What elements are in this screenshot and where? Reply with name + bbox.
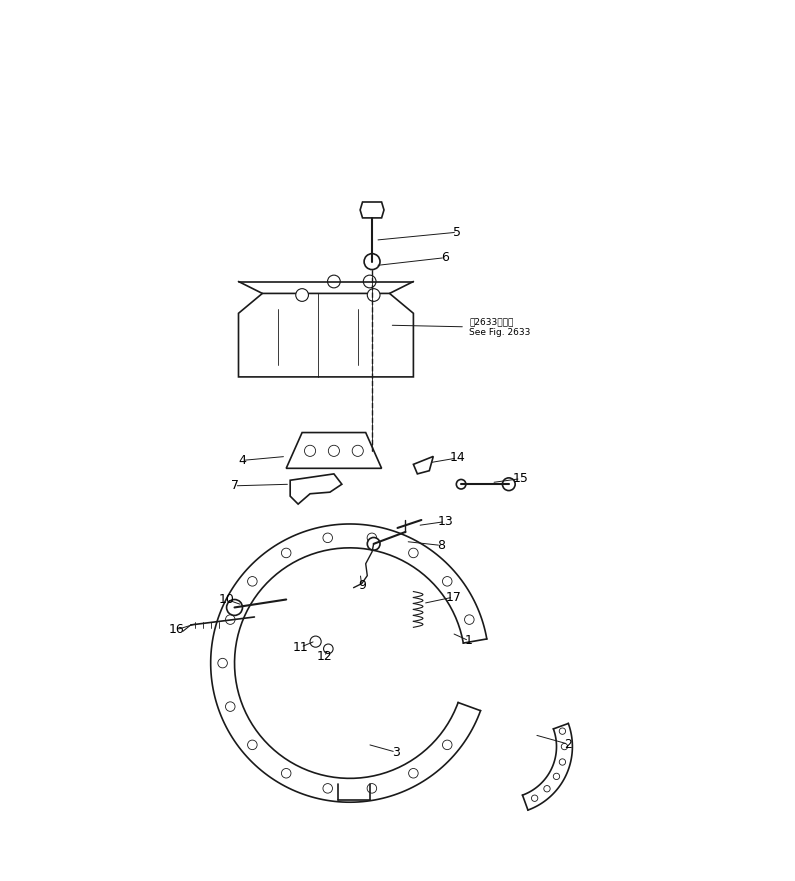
Circle shape [553, 774, 560, 780]
Circle shape [364, 254, 380, 270]
Text: 6: 6 [441, 251, 449, 264]
Polygon shape [286, 433, 382, 469]
Circle shape [559, 759, 565, 766]
Text: 8: 8 [437, 539, 445, 552]
Circle shape [409, 768, 418, 778]
Circle shape [304, 445, 316, 456]
Circle shape [296, 289, 308, 301]
Circle shape [409, 548, 418, 558]
Text: 2: 2 [564, 737, 572, 751]
Polygon shape [413, 456, 433, 474]
Circle shape [561, 744, 568, 750]
Text: 7: 7 [231, 479, 238, 492]
Circle shape [247, 576, 257, 586]
Polygon shape [290, 474, 342, 504]
Text: 16: 16 [169, 623, 184, 636]
Circle shape [502, 478, 515, 491]
Text: 9: 9 [358, 579, 366, 592]
Polygon shape [360, 202, 384, 218]
Circle shape [218, 658, 227, 668]
Text: 14: 14 [449, 451, 465, 464]
Circle shape [247, 740, 257, 750]
Circle shape [281, 768, 291, 778]
Circle shape [532, 795, 538, 802]
Circle shape [367, 783, 377, 793]
Text: 15: 15 [513, 472, 529, 485]
Circle shape [281, 548, 291, 558]
Text: 10: 10 [219, 593, 235, 606]
Text: 13: 13 [437, 515, 453, 528]
Circle shape [227, 599, 242, 616]
Text: 5: 5 [453, 226, 461, 239]
Circle shape [328, 445, 339, 456]
Circle shape [323, 783, 332, 793]
Circle shape [559, 728, 565, 735]
Circle shape [456, 479, 466, 489]
Text: 17: 17 [445, 590, 461, 603]
Circle shape [544, 786, 550, 792]
Circle shape [443, 576, 452, 586]
Circle shape [367, 289, 380, 301]
Circle shape [464, 615, 474, 625]
Polygon shape [238, 293, 413, 377]
Text: 第2633图参照
See Fig. 2633: 第2633图参照 See Fig. 2633 [469, 317, 530, 337]
Text: 12: 12 [316, 650, 332, 663]
Circle shape [323, 533, 332, 543]
Text: 4: 4 [238, 454, 246, 467]
Text: 11: 11 [293, 640, 308, 654]
Text: 1: 1 [465, 634, 473, 648]
Circle shape [324, 644, 333, 654]
Circle shape [310, 636, 321, 648]
Circle shape [443, 740, 452, 750]
Circle shape [226, 615, 235, 625]
Circle shape [367, 533, 377, 543]
Circle shape [367, 537, 380, 551]
Circle shape [226, 702, 235, 711]
Circle shape [328, 275, 340, 288]
Text: 3: 3 [392, 745, 400, 759]
Circle shape [363, 275, 376, 288]
Circle shape [352, 445, 363, 456]
